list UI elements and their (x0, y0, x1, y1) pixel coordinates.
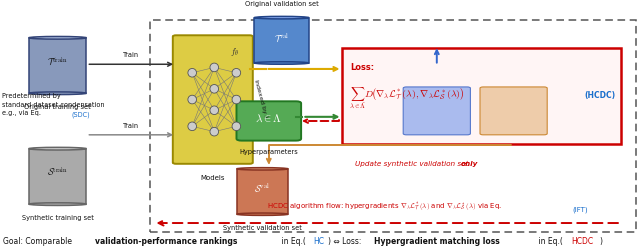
Ellipse shape (237, 213, 288, 215)
Ellipse shape (255, 62, 309, 64)
Text: Synthetic training set: Synthetic training set (22, 215, 93, 221)
Ellipse shape (29, 147, 86, 150)
FancyBboxPatch shape (403, 87, 470, 135)
Text: $\lambda \in \Lambda$: $\lambda \in \Lambda$ (255, 113, 282, 124)
Ellipse shape (188, 122, 196, 131)
Text: Indexed by $\lambda$: Indexed by $\lambda$ (251, 78, 271, 121)
Text: in Eq.(: in Eq.( (536, 237, 563, 246)
Text: $\mathcal{S}^{\rm train}$: $\mathcal{S}^{\rm train}$ (47, 166, 68, 179)
Ellipse shape (210, 84, 219, 93)
Text: Loss:: Loss: (350, 63, 374, 72)
Text: HCDC: HCDC (571, 237, 593, 246)
Ellipse shape (188, 69, 196, 77)
Text: Train: Train (123, 122, 140, 129)
Text: Original training set: Original training set (24, 104, 91, 110)
Ellipse shape (210, 127, 219, 136)
Text: Original validation set: Original validation set (244, 1, 319, 7)
Ellipse shape (232, 95, 241, 104)
Ellipse shape (29, 37, 86, 39)
Ellipse shape (29, 92, 86, 94)
Text: $\sum_{\lambda \in \tilde{\Lambda}} D\!\left(\nabla_\lambda \mathcal{L}_{\mathca: $\sum_{\lambda \in \tilde{\Lambda}} D\!\… (349, 86, 464, 111)
Text: Predetermined by
standard dataset condensation
e.g., via Eq.: Predetermined by standard dataset conden… (2, 93, 104, 116)
Text: Update synthetic validation set: Update synthetic validation set (355, 161, 471, 167)
Text: only: only (461, 161, 478, 167)
FancyBboxPatch shape (237, 101, 301, 141)
Text: (HCDC): (HCDC) (584, 91, 616, 100)
Text: $\mathcal{T}^{\rm train}$: $\mathcal{T}^{\rm train}$ (47, 56, 68, 68)
FancyBboxPatch shape (480, 87, 547, 135)
Ellipse shape (232, 122, 241, 131)
Text: validation-performance rankings: validation-performance rankings (95, 237, 237, 246)
Ellipse shape (255, 16, 309, 19)
Text: $\mathcal{S}^{\rm val}$: $\mathcal{S}^{\rm val}$ (255, 183, 270, 195)
Text: Train: Train (123, 52, 140, 58)
Text: (IFT): (IFT) (573, 206, 588, 213)
Text: Goal: Comparable: Goal: Comparable (3, 237, 75, 246)
Text: $\mathcal{T}^{\rm val}$: $\mathcal{T}^{\rm val}$ (274, 32, 289, 44)
Ellipse shape (29, 203, 86, 205)
FancyBboxPatch shape (342, 48, 621, 144)
Text: ) ⇔ Loss:: ) ⇔ Loss: (328, 237, 364, 246)
FancyBboxPatch shape (29, 38, 86, 93)
Text: HC: HC (314, 237, 324, 246)
Text: Hyperparameters: Hyperparameters (239, 149, 298, 155)
FancyBboxPatch shape (173, 35, 253, 164)
Ellipse shape (188, 95, 196, 104)
Ellipse shape (210, 106, 219, 115)
Text: Synthetic validation set: Synthetic validation set (223, 225, 302, 231)
Ellipse shape (232, 69, 241, 77)
Text: ): ) (600, 237, 602, 246)
Ellipse shape (210, 63, 219, 72)
FancyBboxPatch shape (255, 18, 309, 63)
Text: HCDC algorithm flow: hypergradients $\nabla_\lambda \mathcal{L}_{\mathcal{T}}^*(: HCDC algorithm flow: hypergradients $\na… (266, 201, 502, 213)
Text: Hypergradient matching loss: Hypergradient matching loss (374, 237, 500, 246)
FancyBboxPatch shape (237, 169, 288, 214)
FancyBboxPatch shape (29, 149, 86, 204)
Text: $f_\theta$: $f_\theta$ (230, 46, 239, 58)
Text: Models: Models (200, 175, 225, 181)
Ellipse shape (237, 168, 288, 170)
Text: in Eq.(: in Eq.( (279, 237, 306, 246)
Text: (SDC): (SDC) (72, 111, 90, 118)
